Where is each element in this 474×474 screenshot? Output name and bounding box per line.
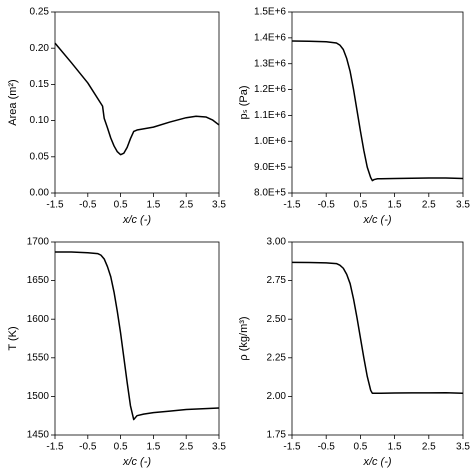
x-tick-label: -0.5 bbox=[318, 442, 336, 453]
y-tick-label: 0.05 bbox=[30, 151, 50, 162]
y-tick-label: 2.50 bbox=[267, 314, 287, 325]
y-tick-label: 1700 bbox=[27, 237, 50, 248]
y-tick-label: 1.2E+6 bbox=[254, 84, 286, 95]
y-tick-label: 2.25 bbox=[267, 352, 287, 363]
y-tick-label: 2.00 bbox=[267, 391, 287, 402]
y-axis-label: ρ (kg/m³) bbox=[238, 316, 250, 360]
x-tick-label: 0.5 bbox=[114, 200, 128, 211]
y-tick-label: 8.0E+5 bbox=[254, 188, 286, 199]
x-tick-label: 2.5 bbox=[422, 442, 436, 453]
y-tick-label: 1550 bbox=[27, 352, 50, 363]
x-tick-label: -1.5 bbox=[283, 442, 301, 453]
x-tick-label: 3.5 bbox=[212, 200, 226, 211]
x-tick-label: 1.5 bbox=[388, 200, 402, 211]
y-tick-label: 1.4E+6 bbox=[254, 32, 286, 43]
y-tick-label: 1.1E+6 bbox=[254, 110, 286, 121]
y-tick-label: 1.0E+6 bbox=[254, 136, 286, 147]
y-tick-label: 1500 bbox=[27, 391, 50, 402]
plot-frame bbox=[291, 11, 464, 194]
plot-frame bbox=[291, 241, 464, 436]
y-tick-label: 2.75 bbox=[267, 275, 287, 286]
y-tick-label: 0.15 bbox=[30, 79, 50, 90]
plot-frame bbox=[54, 241, 220, 436]
x-tick-label: 0.5 bbox=[353, 200, 367, 211]
x-tick-label: -0.5 bbox=[79, 442, 97, 453]
x-tick-label: 0.5 bbox=[353, 442, 367, 453]
x-tick-label: 3.5 bbox=[456, 442, 470, 453]
data-line bbox=[291, 40, 464, 182]
y-axis-label: T (K) bbox=[7, 326, 19, 350]
y-tick-label: 1.3E+6 bbox=[254, 58, 286, 69]
x-tick-label: 2.5 bbox=[422, 200, 436, 211]
x-tick-label: 1.5 bbox=[146, 442, 160, 453]
y-tick-label: 1650 bbox=[27, 275, 50, 286]
x-tick-label: -1.5 bbox=[46, 200, 64, 211]
x-tick-label: 0.5 bbox=[114, 442, 128, 453]
data-line bbox=[291, 261, 464, 395]
data-line bbox=[54, 42, 220, 156]
x-axis-label: x/c (-) bbox=[122, 456, 151, 468]
x-tick-label: -0.5 bbox=[79, 200, 97, 211]
x-tick-label: 3.5 bbox=[456, 200, 470, 211]
x-axis-label: x/c (-) bbox=[362, 456, 391, 468]
x-tick-label: 1.5 bbox=[146, 200, 160, 211]
y-tick-label: 0.20 bbox=[30, 43, 50, 54]
y-tick-label: 1.75 bbox=[267, 430, 287, 441]
y-axis-label: pₛ (Pa) bbox=[238, 85, 250, 119]
x-tick-label: 1.5 bbox=[388, 442, 402, 453]
y-axis-label: Area (m²) bbox=[7, 79, 19, 125]
x-axis-label: x/c (-) bbox=[362, 214, 391, 226]
x-tick-label: 2.5 bbox=[179, 200, 193, 211]
x-tick-label: -0.5 bbox=[318, 200, 336, 211]
x-tick-label: -1.5 bbox=[283, 200, 301, 211]
y-tick-label: 9.0E+5 bbox=[254, 162, 286, 173]
y-tick-label: 3.00 bbox=[267, 237, 287, 248]
x-axis-label: x/c (-) bbox=[122, 214, 151, 226]
y-tick-label: 1600 bbox=[27, 314, 50, 325]
y-tick-label: 1.5E+6 bbox=[254, 7, 286, 18]
y-tick-label: 0.25 bbox=[30, 7, 50, 18]
x-tick-label: 2.5 bbox=[179, 442, 193, 453]
x-tick-label: -1.5 bbox=[46, 442, 64, 453]
y-tick-label: 1450 bbox=[27, 430, 50, 441]
plot-frame bbox=[54, 11, 220, 194]
x-tick-label: 3.5 bbox=[212, 442, 226, 453]
y-tick-label: 0.00 bbox=[30, 188, 50, 199]
y-tick-label: 0.10 bbox=[30, 115, 50, 126]
data-line bbox=[55, 251, 220, 421]
